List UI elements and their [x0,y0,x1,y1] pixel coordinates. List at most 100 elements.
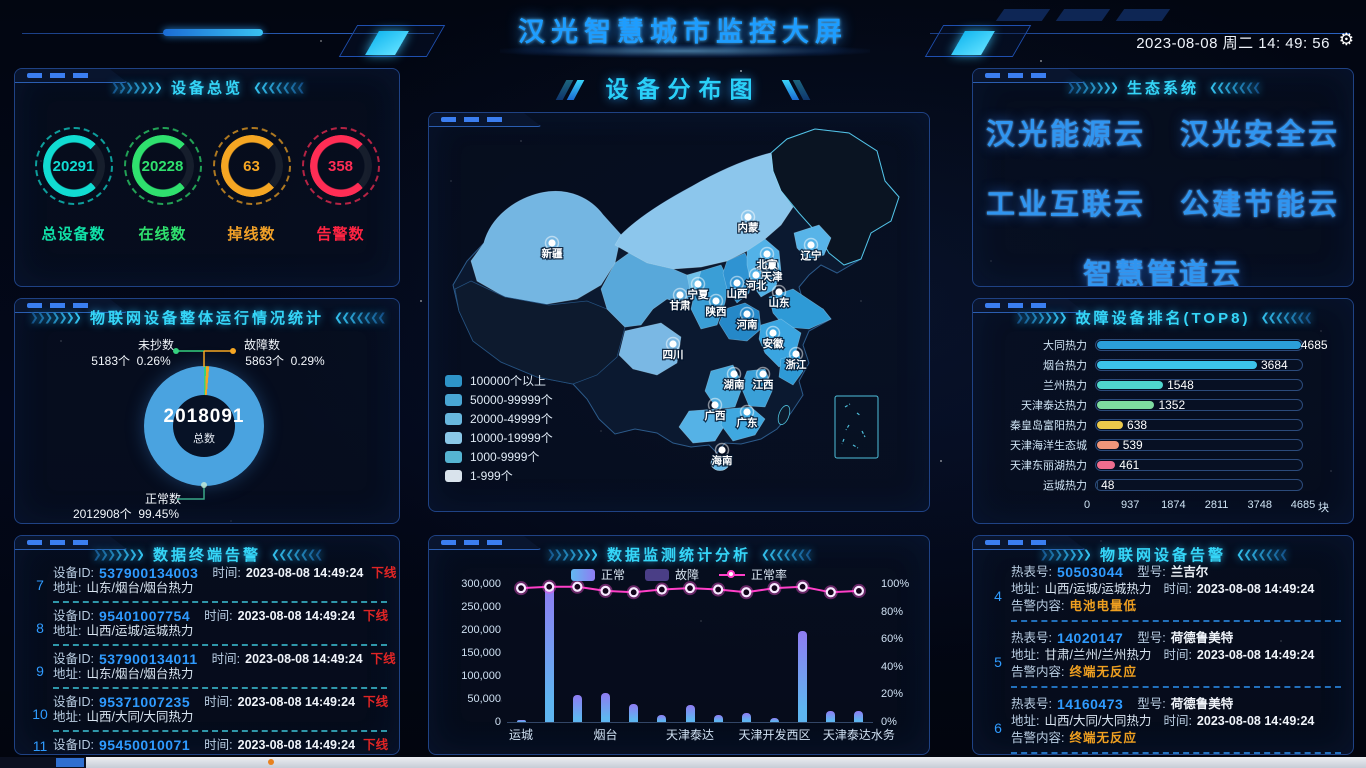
x-axis-label: 天津泰达 [665,728,714,742]
region-sichuan [618,322,682,376]
map-legend-label: 50000-99999个 [470,393,553,407]
province-marker[interactable] [718,446,726,454]
province-marker[interactable] [769,329,777,337]
y-axis-right-label: 80% [881,605,904,618]
normal-bar [854,710,864,722]
province-marker[interactable] [763,250,771,258]
province-marker[interactable] [548,239,556,247]
monitor-chart-legend[interactable]: 正常 故障 正常率 [429,566,929,583]
province-marker[interactable] [743,310,751,318]
rate-point [684,583,696,594]
map-legend-item: 20000-49999个 [445,409,553,428]
row-body: 设备ID: 95371007235 时间: 2023-08-08 14:49:24 下线… [53,695,388,732]
row-separator [53,601,387,603]
callout-normal-label: 正常数 [144,492,181,506]
normal-bar [572,695,582,722]
rank-bar-value: 461 [1119,458,1140,472]
panel-title: 物联网设备整体运行情况统计 [15,307,399,328]
row-line2: 地址: 山西/运城/运城热力 时间: 2023-08-08 14:49:24 [1011,582,1315,596]
province-label: 宁夏 [688,288,709,301]
terminal-alarm-row: 8 设备ID: 95401007754 时间: 2023-08-08 14:49:24 下… [27,609,389,646]
province-marker[interactable] [711,401,719,409]
y-axis-right-label: 20% [881,688,904,701]
taskbar-strip[interactable] [0,757,1366,768]
rank-bar-track: 461 [1095,458,1303,472]
row-line2: 地址: 山西/运城/运城热力 [53,624,194,638]
rank-bar-track: 4685 [1095,338,1328,352]
legend-rate-swatch [719,569,745,581]
province-marker[interactable] [730,370,738,378]
rank-axis: 0 937 1874 2811 3748 4685 块 [1084,499,1329,515]
normal-bar [741,712,751,722]
x-axis-label: 天津泰达水务 [822,728,895,742]
row-index: 5 [994,654,1002,670]
province-marker[interactable] [733,279,741,287]
province-label: 河南 [737,318,758,331]
offline-status-badge: 下线 [363,738,389,752]
map-legend-swatch [445,374,462,387]
x-axis-label: 天津开发西区 [738,728,811,742]
iot-alarm-row: 5 热表号: 14020147 型号: 荷德鲁美特 地址: 甘肃/兰州/兰州热力 时间: 202… [985,630,1341,694]
normal-bar [629,703,639,722]
rank-row: 天津东丽湖热力 461 [987,455,1339,475]
iot-alarm-list[interactable]: 4 热表号: 50503044 型号: 兰吉尔 地址: 山西/运城/运城热力 时间: 2023-… [985,564,1341,754]
province-marker[interactable] [807,241,815,249]
province-marker[interactable] [768,262,776,270]
eco-link-pipeline-cloud[interactable]: 智慧管道云 [1082,259,1243,287]
province-label: 海南 [712,454,733,467]
rate-point [544,581,555,592]
eco-link-security-cloud[interactable]: 汉光安全云 [1180,119,1341,151]
province-marker[interactable] [712,297,720,305]
donut-center: 2018091 总数 [163,406,245,445]
rate-point [572,581,583,592]
province-marker[interactable] [744,213,752,221]
province-label: 江西 [753,378,774,391]
province-label: 甘肃 [670,299,691,312]
province-marker[interactable] [676,291,684,299]
panel-title: 数据监测统计分析 [429,544,929,565]
province-label: 广东 [737,416,758,429]
map-legend-item: 50000-99999个 [445,390,553,409]
rank-bar-value: 3684 [1260,358,1288,372]
normal-bar [769,718,779,722]
terminal-alarm-list[interactable]: 7 设备ID: 537900134003 时间: 2023-08-08 14:49:24… [27,566,396,755]
eco-link-energy-cloud[interactable]: 汉光能源云 [985,119,1146,151]
eco-link-building-cloud[interactable]: 公建节能云 [1180,189,1341,221]
rank-category-label: 兰州热力 [1043,380,1087,392]
province-marker[interactable] [669,340,677,348]
row-index: 9 [36,662,44,679]
map-legend-item: 1-999个 [445,466,553,485]
rate-point [713,584,724,595]
province-label: 新疆 [542,247,563,260]
row-body: 设备ID: 537900134003 时间: 2023-08-08 14:49:24 下… [53,566,396,603]
map-legend-item: 1000-9999个 [445,447,553,466]
row-line2: 地址: 山西/大同/大同热力 时间: 2023-08-08 14:49:24 [1011,714,1315,728]
rank-category-label: 秦皇岛富阳热力 [1010,420,1087,432]
row-separator [1011,620,1341,622]
rank-bar-fill [1097,341,1301,349]
province-marker[interactable] [743,408,751,416]
settings-gear-icon[interactable]: ⚙ [1338,30,1354,49]
eco-link-industry-cloud[interactable]: 工业互联云 [985,189,1146,221]
province-marker[interactable] [792,350,800,358]
map-legend-label: 1000-9999个 [470,450,540,464]
taskbar-notification-dot [268,759,274,765]
province-marker[interactable] [759,370,767,378]
row-line3: 告警内容: 终端无反应 [1011,665,1137,679]
map-legend-item: 100000个以上 [445,371,553,390]
normal-bar [826,710,836,722]
rate-point [628,587,639,598]
province-marker[interactable] [694,280,702,288]
row-body: 热表号: 50503044 型号: 兰吉尔 地址: 山西/运城/运城热力 时间: 2023-0… [1011,564,1341,628]
rate-line [514,579,866,600]
rank-bar-value: 1548 [1167,378,1194,392]
offline-status-badge: 下线 [363,609,389,623]
province-marker[interactable] [775,288,783,296]
province-label: 山东 [769,296,790,309]
rate-point [853,585,865,597]
province-marker[interactable] [752,271,760,279]
legend-normal-swatch [570,569,595,581]
alarm-content: 电池电量低 [1069,599,1137,613]
